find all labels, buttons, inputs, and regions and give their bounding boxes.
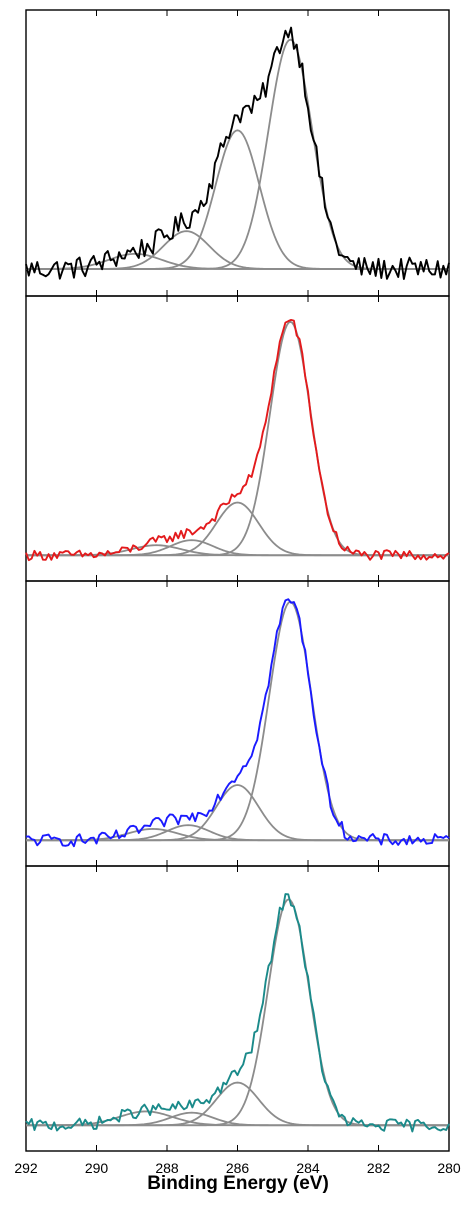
- panel-1-data-series: [25, 26, 450, 280]
- panel-2: [25, 295, 450, 582]
- panel-4-fit-component-2: [26, 1081, 449, 1127]
- panel-2-fit-component-1: [26, 320, 449, 557]
- panel-4: [25, 865, 450, 1152]
- panel-1-frame: [25, 9, 450, 297]
- panel-3-fit-component-2: [26, 784, 449, 842]
- panel-4-data-series: [25, 893, 450, 1133]
- panel-4-fit-component-1: [26, 898, 449, 1127]
- x-tick-label: 286: [226, 1160, 250, 1176]
- x-tick-label: 292: [14, 1160, 38, 1176]
- panel-4-frame: [25, 865, 450, 1152]
- x-tick-label: 284: [296, 1160, 320, 1176]
- panel-2-frame: [25, 295, 450, 582]
- panels-group: [25, 9, 450, 1152]
- panel-1: [25, 9, 450, 297]
- panel-2-data-series: [25, 318, 450, 562]
- x-tick-label: 290: [85, 1160, 109, 1176]
- panel-1-fit-component-2: [26, 129, 449, 270]
- panel-3-frame: [25, 580, 450, 867]
- x-axis-title: Binding Energy (eV): [147, 1173, 329, 1194]
- x-tick-label: 288: [155, 1160, 179, 1176]
- x-tick-label: 280: [437, 1160, 461, 1176]
- x-tick-label: 282: [367, 1160, 391, 1176]
- panel-3-fit-component-1: [26, 600, 449, 842]
- x-axis: 292 290 288 286 284 282 280: [14, 1160, 461, 1176]
- panel-1-fit-component-1: [26, 38, 449, 270]
- panel-3: [25, 580, 450, 867]
- panel-3-data-series: [25, 598, 450, 848]
